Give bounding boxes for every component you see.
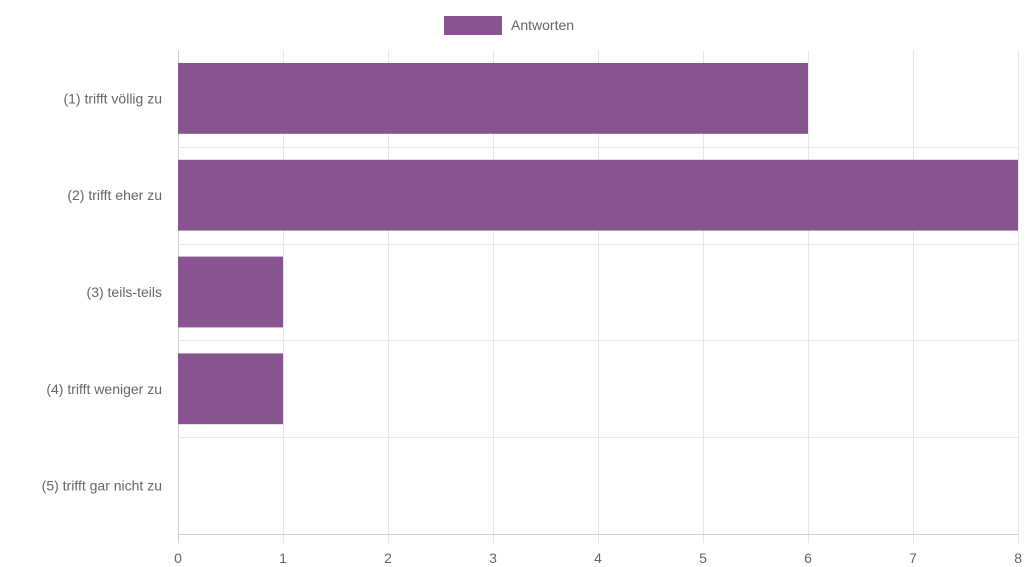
category-label-5: (5) trifft gar nicht zu xyxy=(42,478,162,494)
bar-4[interactable] xyxy=(178,353,283,425)
x-tick-label-7: 7 xyxy=(909,550,917,566)
x-tick-label-0: 0 xyxy=(174,550,182,566)
bar-1[interactable] xyxy=(178,63,808,134)
x-tick-label-4: 4 xyxy=(594,550,602,566)
x-tick-label-5: 5 xyxy=(699,550,707,566)
bar-3[interactable] xyxy=(178,256,283,328)
x-tick-label-8: 8 xyxy=(1014,550,1022,566)
category-label-2: (2) trifft eher zu xyxy=(67,187,162,203)
x-tick-label-3: 3 xyxy=(489,550,497,566)
bars xyxy=(178,63,1018,425)
category-labels: (1) trifft völlig zu (2) trifft eher zu (3… xyxy=(42,90,162,493)
category-label-3: (3) teils-teils xyxy=(87,284,162,300)
legend-label: Antworten xyxy=(511,17,574,33)
legend-swatch xyxy=(444,16,502,35)
x-tick-label-1: 1 xyxy=(279,550,287,566)
bar-2[interactable] xyxy=(178,159,1018,231)
x-tick-labels: 0 1 2 3 4 5 6 7 8 xyxy=(174,550,1022,566)
legend[interactable]: Antworten xyxy=(444,16,574,35)
x-tick-label-2: 2 xyxy=(384,550,392,566)
category-label-4: (4) trifft weniger zu xyxy=(46,381,162,397)
x-tick-label-6: 6 xyxy=(804,550,812,566)
category-label-1: (1) trifft völlig zu xyxy=(63,90,162,106)
